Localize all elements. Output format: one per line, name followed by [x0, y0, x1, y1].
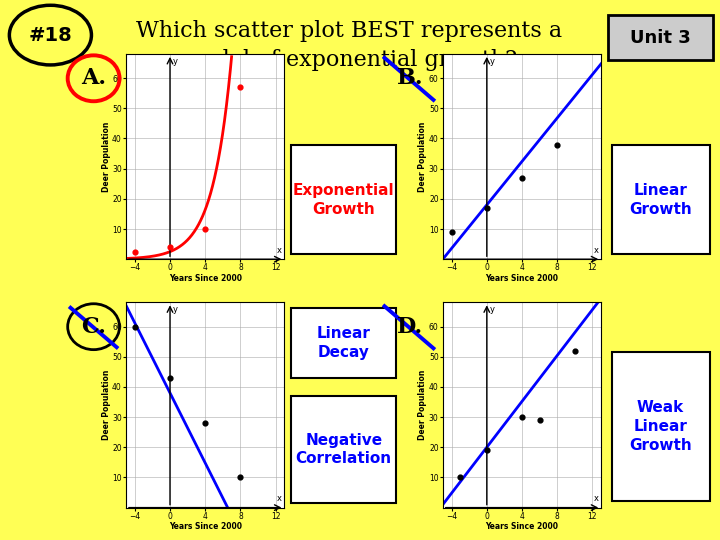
- FancyBboxPatch shape: [608, 15, 713, 60]
- Text: Which scatter plot BEST represents a
model of exponential growth?: Which scatter plot BEST represents a mod…: [136, 21, 562, 71]
- Text: y: y: [173, 306, 178, 314]
- Text: Negative
Correlation: Negative Correlation: [296, 433, 392, 467]
- Text: #18: #18: [29, 25, 72, 45]
- Text: Weak
Linear
Growth: Weak Linear Growth: [629, 401, 692, 453]
- Point: [199, 225, 211, 233]
- Point: [569, 346, 580, 355]
- Text: Exponential
Growth: Exponential Growth: [293, 183, 395, 217]
- Y-axis label: Deer Population: Deer Population: [418, 122, 428, 192]
- Point: [481, 446, 492, 455]
- Text: x: x: [593, 246, 598, 255]
- Text: C.: C.: [81, 316, 106, 338]
- Point: [481, 204, 492, 212]
- FancyBboxPatch shape: [611, 352, 710, 501]
- Text: y: y: [490, 306, 495, 314]
- Point: [552, 140, 563, 149]
- Point: [235, 473, 246, 482]
- X-axis label: Years Since 2000: Years Since 2000: [168, 274, 242, 283]
- X-axis label: Years Since 2000: Years Since 2000: [485, 522, 559, 531]
- FancyBboxPatch shape: [611, 145, 710, 254]
- Y-axis label: Deer Population: Deer Population: [102, 122, 111, 192]
- Point: [534, 416, 545, 424]
- Point: [454, 473, 466, 482]
- Text: B.: B.: [397, 68, 423, 89]
- Y-axis label: Deer Population: Deer Population: [102, 370, 111, 440]
- Point: [446, 228, 457, 237]
- Point: [235, 83, 246, 91]
- Text: x: x: [593, 494, 598, 503]
- Text: A.: A.: [81, 68, 106, 89]
- Point: [199, 419, 211, 428]
- FancyBboxPatch shape: [292, 396, 396, 503]
- Text: Linear
Decay: Linear Decay: [317, 326, 371, 360]
- Text: x: x: [276, 246, 282, 255]
- Point: [129, 247, 140, 256]
- Point: [164, 243, 176, 252]
- X-axis label: Years Since 2000: Years Since 2000: [168, 522, 242, 531]
- Point: [129, 322, 140, 331]
- FancyBboxPatch shape: [292, 308, 396, 377]
- X-axis label: Years Since 2000: Years Since 2000: [485, 274, 559, 283]
- Text: Unit 3: Unit 3: [630, 29, 691, 47]
- Text: y: y: [490, 57, 495, 66]
- Text: D.: D.: [397, 316, 423, 338]
- Point: [516, 413, 528, 421]
- Text: y: y: [173, 57, 178, 66]
- FancyBboxPatch shape: [292, 145, 396, 254]
- Text: Linear
Growth: Linear Growth: [629, 183, 692, 217]
- Point: [516, 173, 528, 182]
- Point: [164, 374, 176, 382]
- Text: x: x: [276, 494, 282, 503]
- Y-axis label: Deer Population: Deer Population: [418, 370, 428, 440]
